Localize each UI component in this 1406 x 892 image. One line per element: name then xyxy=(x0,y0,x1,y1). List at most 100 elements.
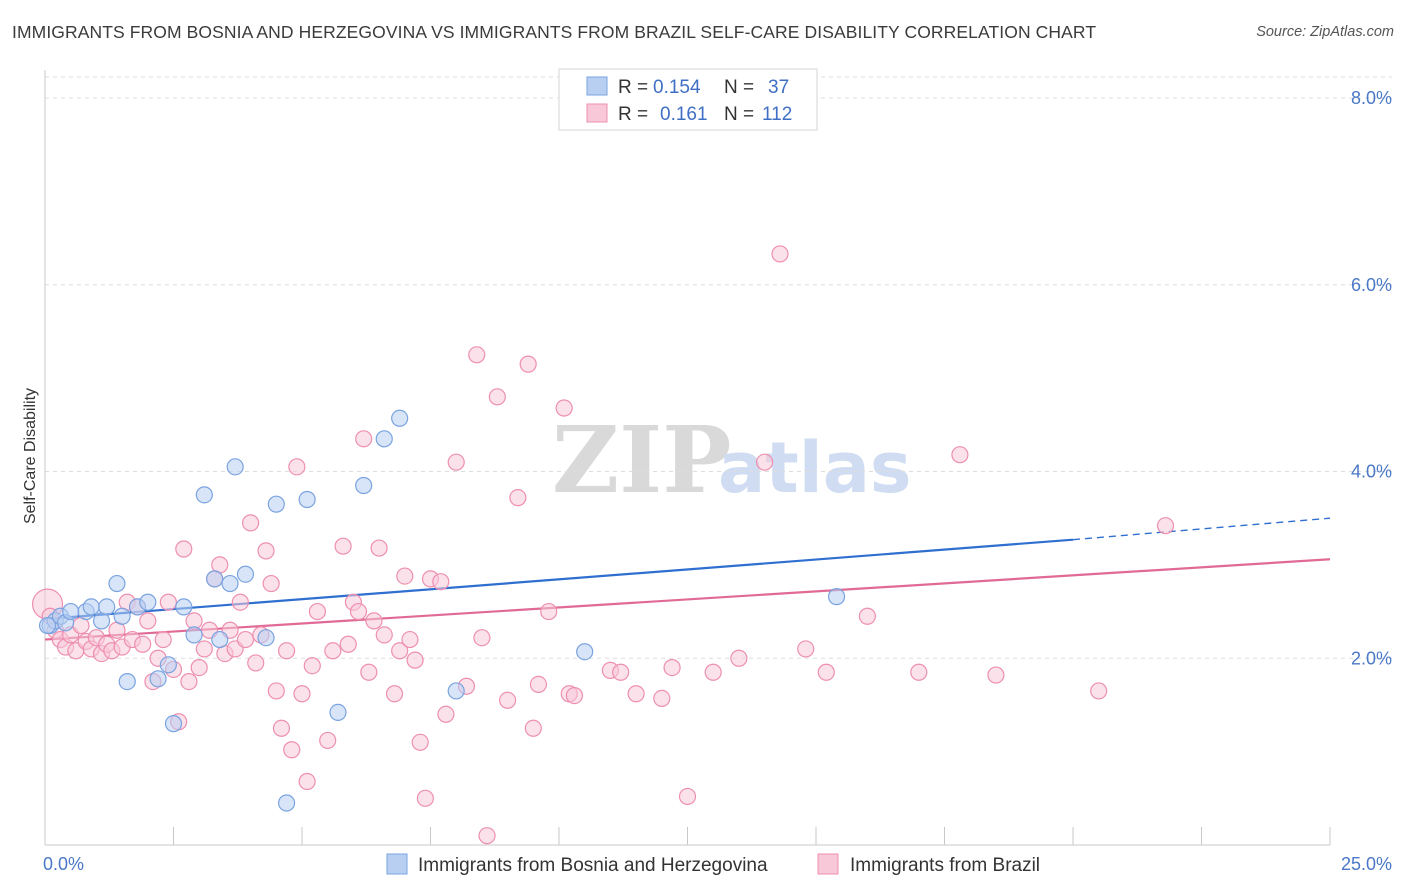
point-brazil-48 xyxy=(283,741,301,759)
point-brazil-51 xyxy=(298,772,316,791)
trend-lines xyxy=(44,517,1331,641)
legend-r-label-1: R = xyxy=(618,77,648,98)
point-brazil-90 xyxy=(653,689,671,708)
point-brazil-45 xyxy=(267,682,285,700)
point-brazil-59 xyxy=(349,602,368,621)
point-brazil-23 xyxy=(154,630,172,649)
y-tick-label-1: 4.0% xyxy=(1351,462,1392,482)
point-brazil-47 xyxy=(277,642,296,660)
point-brazil-30 xyxy=(190,658,208,677)
point-brazil-49 xyxy=(288,458,306,476)
point-brazil-69 xyxy=(406,651,424,669)
point-brazil-79 xyxy=(478,827,496,845)
point-brazil-43 xyxy=(257,542,275,560)
point-brazil-74 xyxy=(437,705,455,723)
trend-line-bosnia xyxy=(44,538,1074,621)
point-brazil-27 xyxy=(175,540,193,558)
point-brazil-107 xyxy=(612,663,630,681)
point-bosnia-35 xyxy=(827,588,846,606)
trend-line-brazil xyxy=(44,558,1331,641)
point-bosnia-6 xyxy=(82,598,100,616)
y-tick-label-3: 8.0% xyxy=(1351,88,1392,108)
x-tick-label-1: 25.0% xyxy=(1341,854,1392,874)
point-brazil-75 xyxy=(447,453,465,471)
point-brazil-98 xyxy=(951,446,969,464)
point-brazil-65 xyxy=(385,685,404,703)
point-brazil-85 xyxy=(529,675,548,693)
point-brazil-60 xyxy=(355,430,373,448)
point-brazil-95 xyxy=(817,663,835,681)
point-brazil-38 xyxy=(231,593,249,611)
point-brazil-40 xyxy=(242,514,260,532)
point-brazil-70 xyxy=(411,733,429,751)
point-bosnia-17 xyxy=(175,598,193,616)
legend-r-value-2: 0.161 xyxy=(660,104,708,125)
point-brazil-53 xyxy=(308,602,327,621)
point-bosnia-28 xyxy=(298,490,316,509)
point-bosnia-10 xyxy=(113,607,131,625)
point-bosnia-24 xyxy=(236,565,255,583)
point-brazil-63 xyxy=(370,539,388,557)
point-brazil-20 xyxy=(139,612,157,630)
point-brazil-54 xyxy=(319,731,337,750)
point-brazil-93 xyxy=(771,245,789,263)
point-bosnia-15 xyxy=(159,656,177,674)
point-brazil-41 xyxy=(247,654,265,672)
source-label: Source: ZipAtlas.com xyxy=(1256,24,1394,40)
point-brazil-104 xyxy=(730,649,748,667)
point-brazil-83 xyxy=(519,355,537,373)
point-bosnia-36 xyxy=(38,616,57,635)
legend-n-value-1: 37 xyxy=(768,77,789,98)
point-bosnia-16 xyxy=(164,715,183,733)
watermark-zip: ZIP xyxy=(552,406,731,514)
point-brazil-81 xyxy=(499,691,517,709)
point-brazil-44 xyxy=(262,574,280,593)
point-brazil-31 xyxy=(195,640,213,658)
point-brazil-50 xyxy=(293,685,311,703)
point-bosnia-31 xyxy=(375,430,393,448)
y-tick-label-0: 2.0% xyxy=(1351,648,1392,668)
point-bosnia-25 xyxy=(257,629,275,647)
point-brazil-97 xyxy=(910,663,928,681)
point-bosnia-20 xyxy=(206,570,224,588)
legend-n-value-2: 112 xyxy=(762,104,792,125)
legend-n-label-2: N = xyxy=(724,104,754,125)
point-brazil-88 xyxy=(565,687,584,705)
bottom-legend-swatch-brazil xyxy=(817,853,839,875)
point-brazil-61 xyxy=(360,663,378,681)
point-bosnia-9 xyxy=(108,574,126,593)
chart-title: IMMIGRANTS FROM BOSNIA AND HERZEGOVINA V… xyxy=(12,22,1097,42)
point-brazil-62 xyxy=(365,612,383,630)
point-bosnia-13 xyxy=(139,593,157,611)
legend-swatch-bosnia xyxy=(586,76,608,96)
point-bosnia-14 xyxy=(149,670,167,688)
point-brazil-94 xyxy=(797,640,815,658)
point-brazil-57 xyxy=(339,635,357,653)
point-brazil-92 xyxy=(755,453,774,471)
tick-labels: 2.0% 4.0% 6.0% 8.0% 0.0% 25.0% xyxy=(43,88,1392,874)
point-brazil-91 xyxy=(704,663,722,681)
point-brazil-96 xyxy=(858,607,877,625)
point-brazil-64 xyxy=(375,626,393,644)
point-bosnia-33 xyxy=(447,682,465,700)
point-brazil-28 xyxy=(180,672,198,691)
point-bosnia-21 xyxy=(211,630,229,649)
point-bosnia-27 xyxy=(277,794,296,812)
point-brazil-55 xyxy=(324,642,342,660)
trend-line-bosnia-extension xyxy=(1072,517,1331,541)
point-bosnia-11 xyxy=(118,672,136,691)
point-brazil-80 xyxy=(488,388,506,406)
point-brazil-105 xyxy=(663,658,681,677)
legend: R = 0.154 N = 37 R = 0.161 N = 112 xyxy=(558,68,818,131)
point-bosnia-19 xyxy=(195,486,213,504)
point-brazil-100 xyxy=(1090,682,1108,700)
point-brazil-78 xyxy=(473,629,491,647)
point-bosnia-8 xyxy=(98,598,116,616)
bottom-legend-label-bosnia: Immigrants from Bosnia and Herzegovina xyxy=(418,855,768,876)
point-brazil-82 xyxy=(509,489,527,507)
data-points xyxy=(31,245,1175,845)
point-brazil-52 xyxy=(303,657,321,675)
point-bosnia-30 xyxy=(355,476,373,495)
point-bosnia-23 xyxy=(226,458,244,476)
